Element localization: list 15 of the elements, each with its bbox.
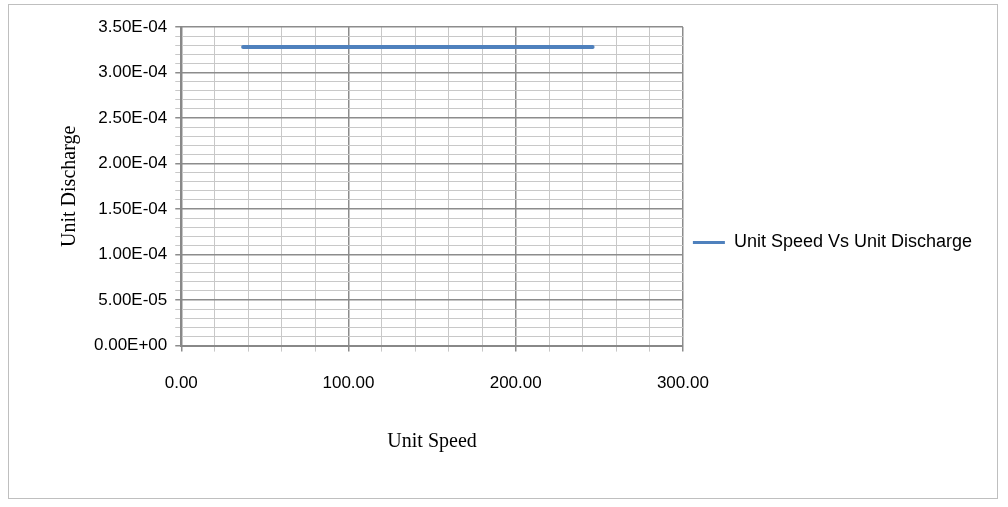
y-tick-label: 2.50E-04 bbox=[98, 107, 168, 127]
y-tick-label: 0.00E+00 bbox=[94, 335, 168, 355]
y-tick-label: 2.00E-04 bbox=[98, 153, 168, 173]
y-tick-label: 1.50E-04 bbox=[98, 198, 168, 218]
legend-label: Unit Speed Vs Unit Discharge bbox=[733, 231, 973, 252]
y-tick-label: 1.00E-04 bbox=[98, 244, 168, 264]
y-axis-title: Unit Discharge bbox=[57, 125, 81, 247]
x-axis-title: Unit Speed bbox=[387, 429, 477, 453]
y-tick-label: 3.00E-04 bbox=[98, 62, 168, 82]
y-tick-label: 5.00E-05 bbox=[98, 289, 168, 309]
x-tick-label: 0.00 bbox=[164, 373, 198, 393]
y-tick-label: 3.50E-04 bbox=[98, 16, 168, 36]
x-tick-label: 200.00 bbox=[489, 373, 542, 393]
x-tick-label: 100.00 bbox=[322, 373, 375, 393]
x-tick-label: 300.00 bbox=[656, 373, 709, 393]
